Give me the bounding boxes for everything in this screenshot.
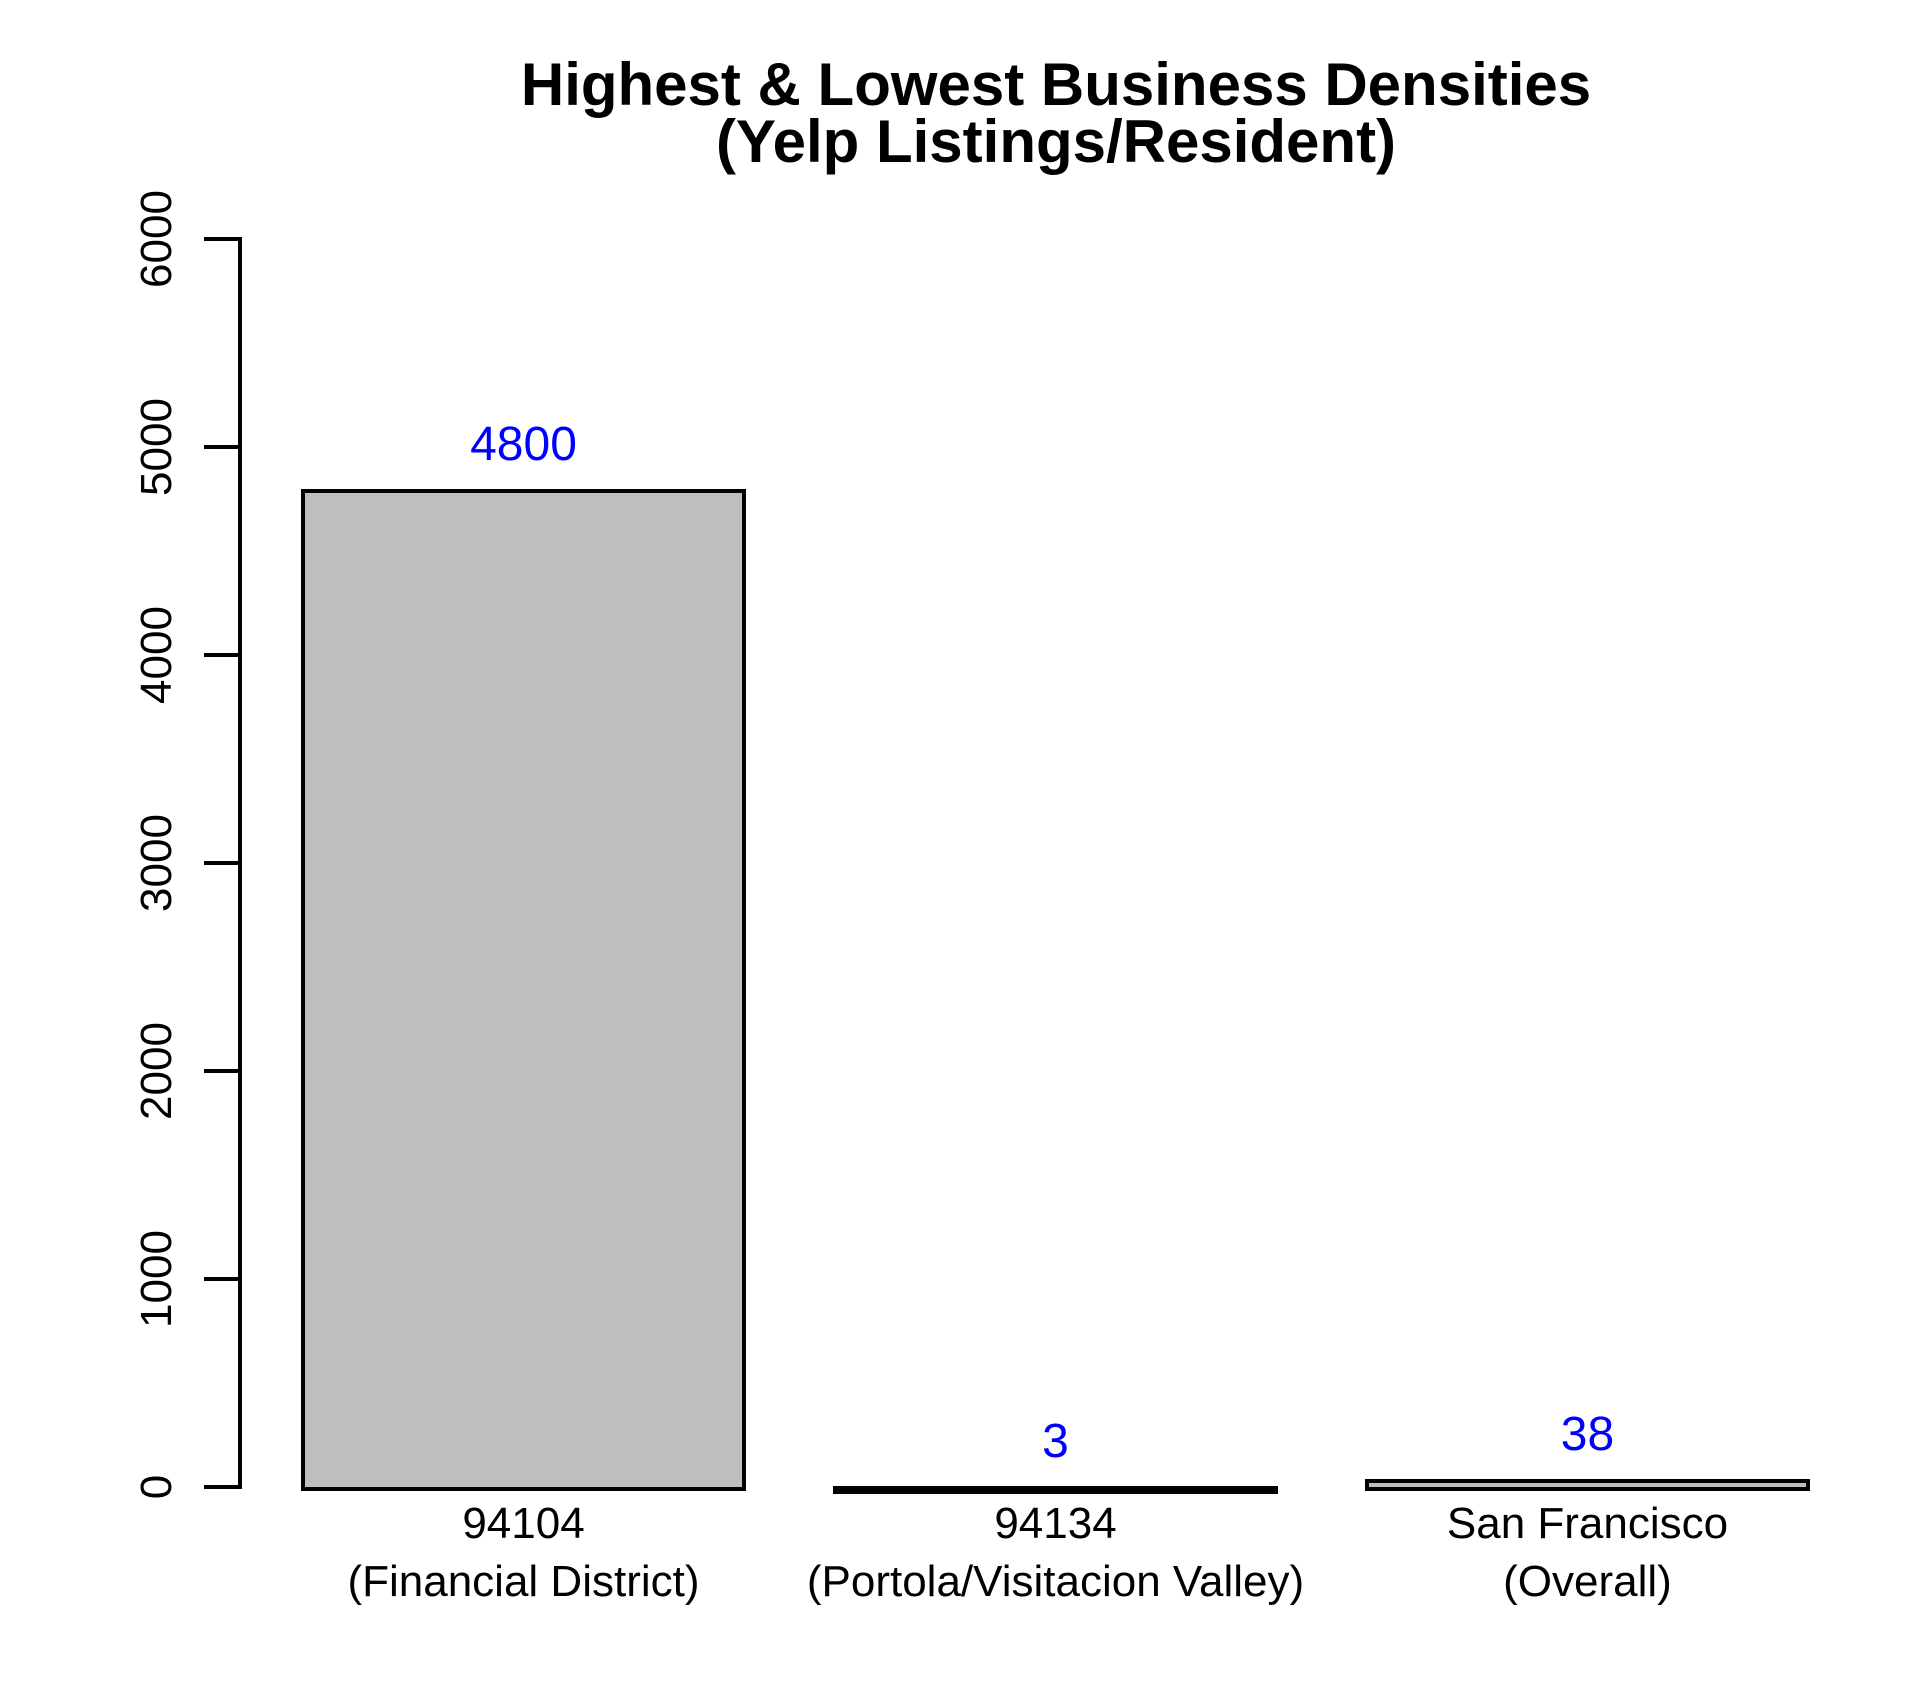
x-category-label: San Francisco (Overall) — [1268, 1495, 1908, 1611]
y-axis-tick-label: 4000 — [132, 606, 181, 704]
x-category-label: 94104 (Financial District) — [204, 1495, 844, 1611]
bar-value-label: 38 — [1560, 1408, 1615, 1462]
y-axis-tick — [204, 1485, 238, 1489]
y-axis-tick — [204, 653, 238, 657]
x-category-label-line2: (Portola/Visitacion Valley) — [806, 1557, 1305, 1606]
chart-title-line2: (Yelp Listings/Resident) — [715, 108, 1397, 175]
y-axis-tick-label: 6000 — [132, 190, 181, 288]
chart-title: Highest & Lowest Business Densities (Yel… — [356, 51, 1756, 175]
x-category-label-line1: 94134 — [994, 1499, 1117, 1548]
y-axis-tick — [204, 445, 238, 449]
chart-title-line1: Highest & Lowest Business Densities — [520, 51, 1592, 118]
x-category-label-line1: San Francisco — [1446, 1499, 1729, 1548]
y-axis-tick-label: 2000 — [132, 1022, 181, 1120]
y-axis-tick-label: 3000 — [132, 814, 181, 912]
bar — [1365, 1479, 1810, 1491]
y-axis-tick — [204, 1277, 238, 1281]
x-category-label-line2: (Financial District) — [347, 1557, 700, 1606]
x-category-label-line2: (Overall) — [1503, 1557, 1672, 1606]
y-axis-tick — [204, 237, 238, 241]
y-axis-tick-label: 5000 — [132, 398, 181, 496]
x-category-label-line1: 94104 — [462, 1499, 585, 1548]
bar-value-label: 4800 — [470, 417, 577, 471]
y-axis-tick-label: 1000 — [132, 1230, 181, 1328]
y-axis-tick — [204, 861, 238, 865]
bar-value-label: 3 — [1042, 1415, 1069, 1469]
x-category-label: 94134 (Portola/Visitacion Valley) — [736, 1495, 1376, 1611]
bar — [833, 1486, 1278, 1495]
y-axis-tick-label: 0 — [132, 1474, 181, 1500]
bar — [301, 488, 746, 1491]
y-axis-tick — [204, 1069, 238, 1073]
y-axis-line — [238, 237, 242, 1489]
